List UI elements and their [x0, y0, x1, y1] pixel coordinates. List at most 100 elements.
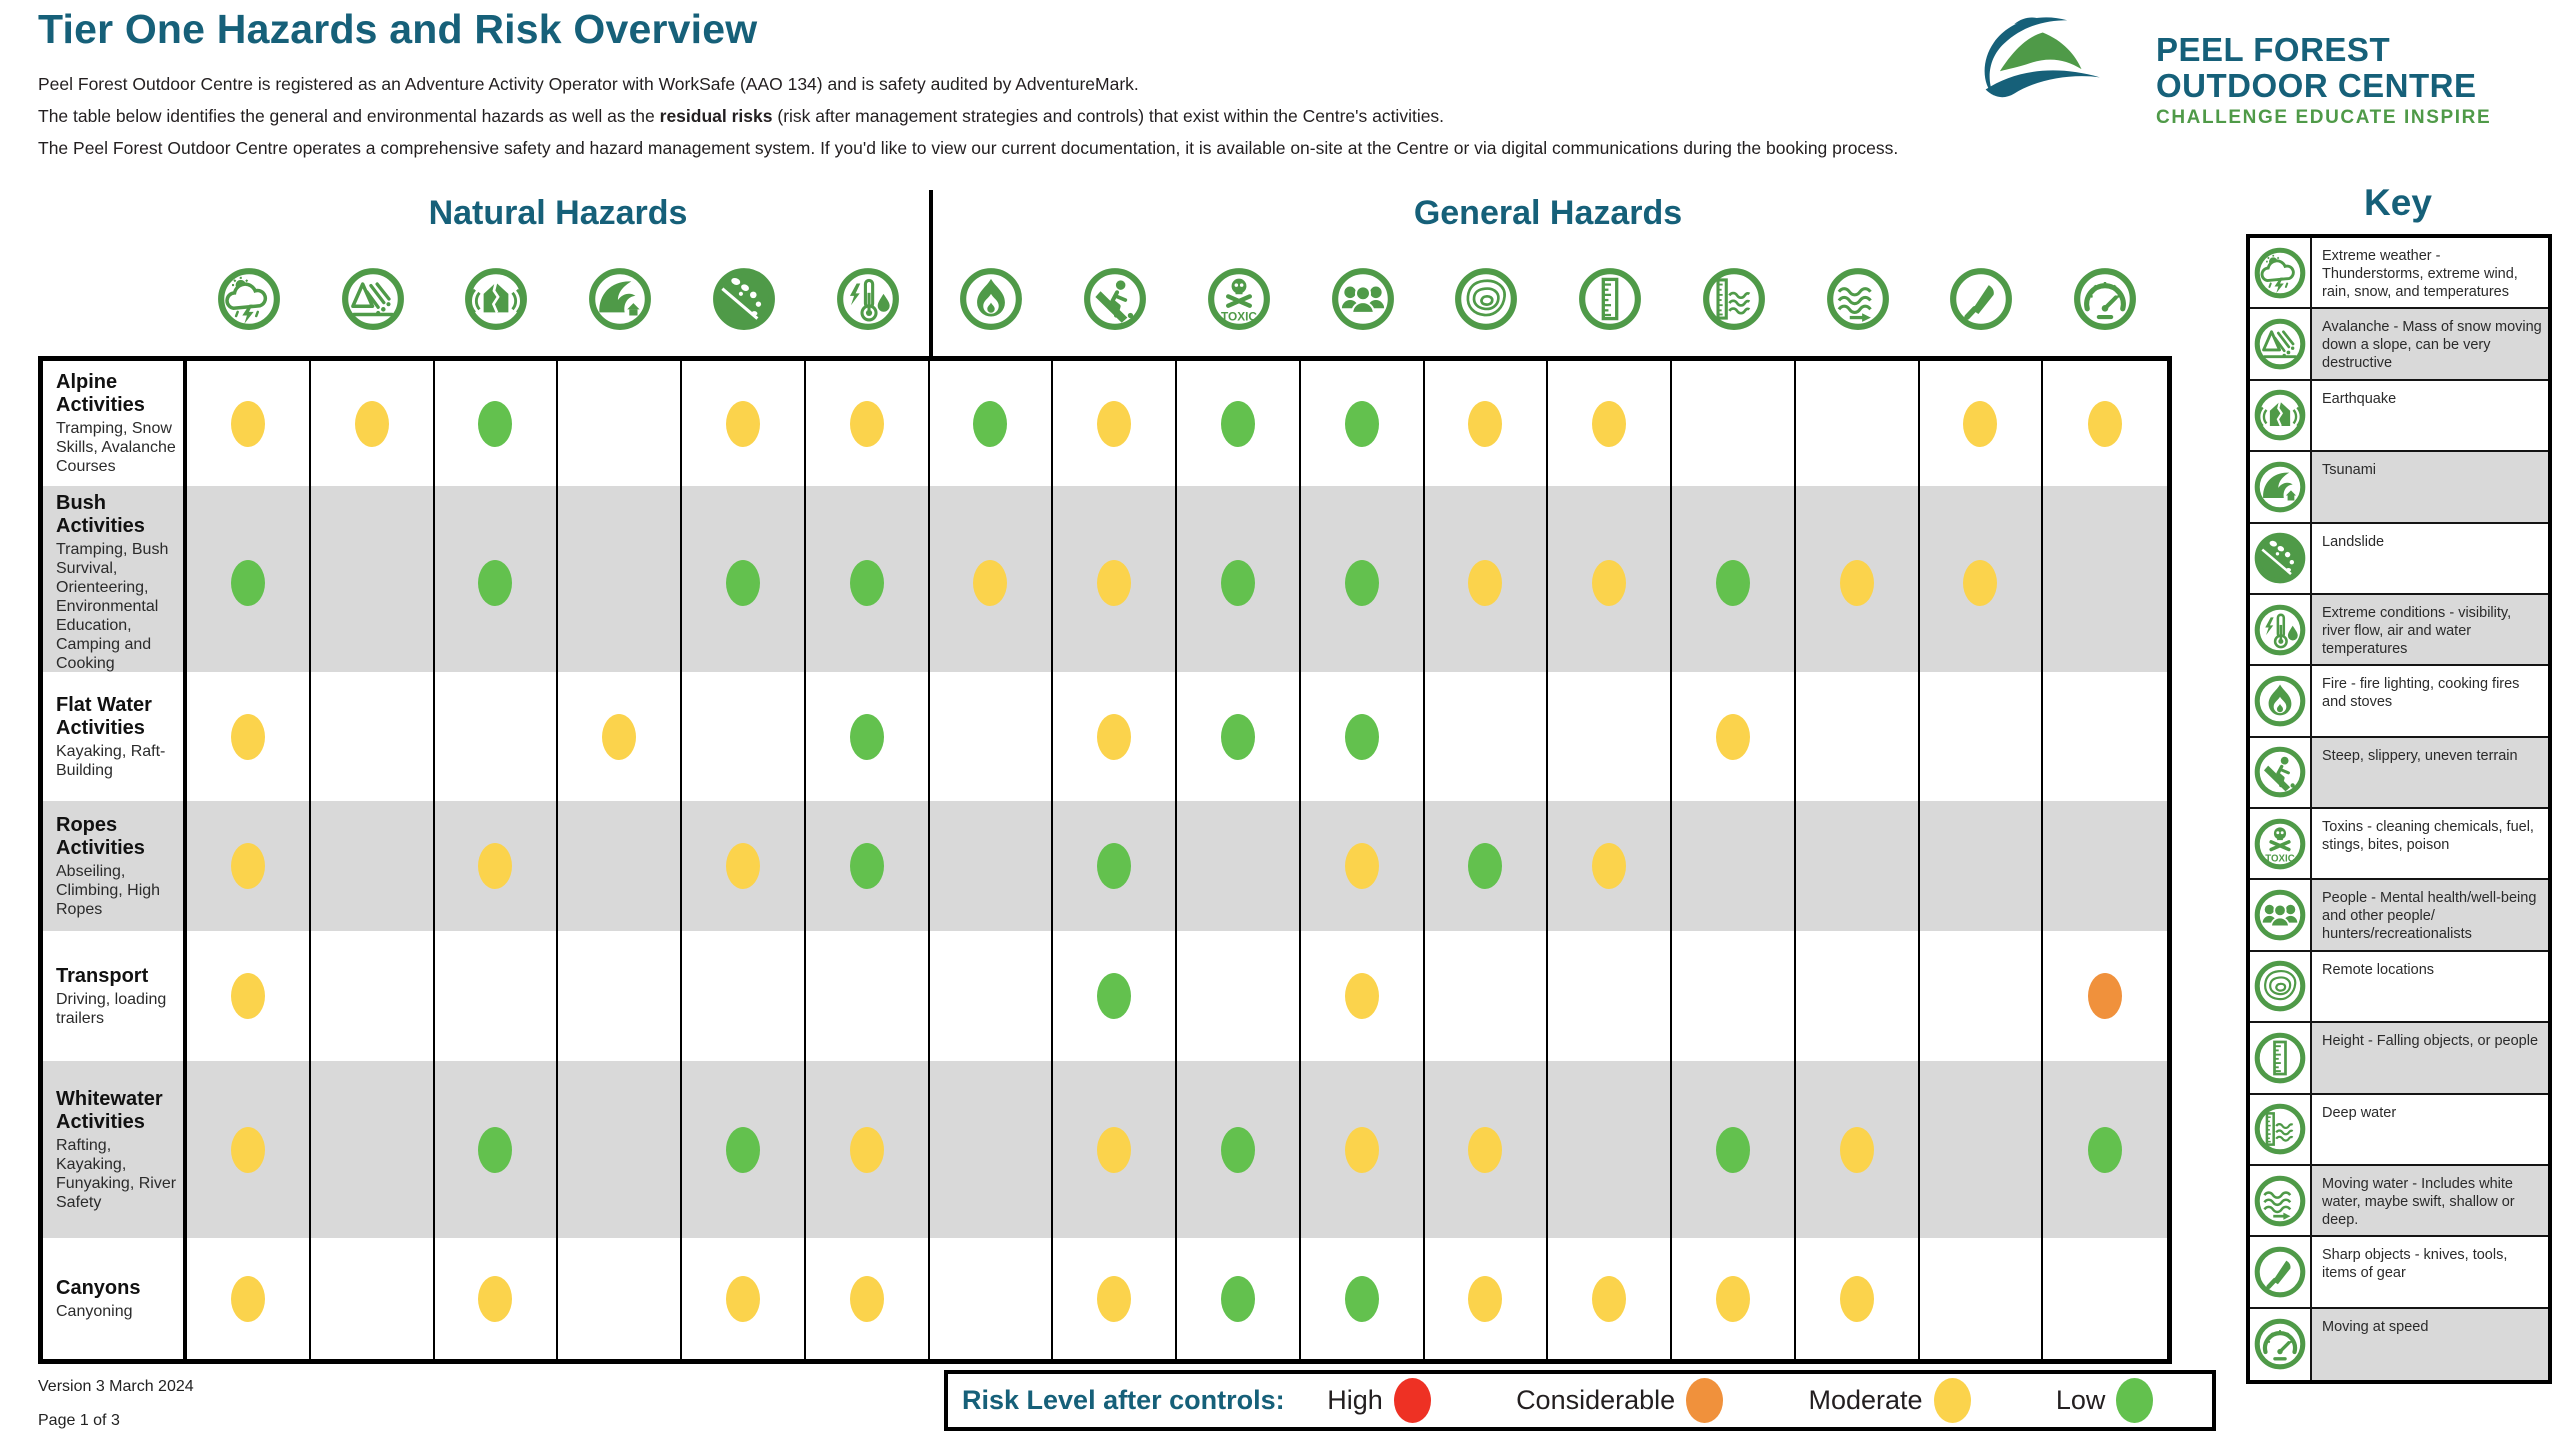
page-number: Page 1 of 3: [38, 1412, 120, 1429]
key-label: Height - Falling objects, or people: [2312, 1023, 2548, 1093]
table-row: Whitewater Activities Rafting, Kayaking, …: [43, 1061, 2167, 1238]
risk-cell: [1672, 672, 1796, 801]
risk-dot-moderate: [602, 713, 637, 760]
key-label: Earthquake: [2322, 390, 2397, 407]
key-row: Deep water: [2250, 1094, 2548, 1166]
risk-dot-low: [1468, 843, 1503, 889]
risk-cell: [930, 361, 1054, 486]
general-hazards-header: General Hazards: [1413, 194, 1683, 232]
risk-dot-moderate: [478, 843, 513, 889]
activity-title: Ropes Activities: [56, 813, 145, 859]
risk-cell: [435, 672, 559, 801]
risk-cell: [1301, 801, 1425, 931]
avalanche-icon: [311, 260, 435, 338]
risk-cell: [311, 931, 435, 1061]
key-label: Extreme weather - Thunderstorms, extreme…: [2322, 248, 2518, 300]
activity-title: Canyons: [56, 1276, 141, 1299]
risk-cell: [1053, 672, 1177, 801]
key-row: TOXIC Toxins - cleaning chemicals, fuel, …: [2250, 809, 2548, 881]
risk-dot-moderate: [849, 400, 884, 447]
moving-water-icon: [1796, 260, 1920, 338]
height-icon: [2250, 1023, 2312, 1093]
activity-subtitle: Abseiling, Climbing, High Ropes: [56, 862, 161, 918]
risk-cell: [1053, 361, 1177, 486]
risk-cell: [1920, 672, 2044, 801]
key-row: Earthquake: [2250, 380, 2548, 453]
legend-name: Considerable: [1516, 1385, 1676, 1415]
key-label: Avalanche - Mass of snow moving down a s…: [2312, 309, 2548, 379]
table-row: Bush Activities Tramping, Bush Survival, …: [43, 486, 2167, 679]
risk-dot-moderate: [230, 973, 265, 1019]
risk-cell: [806, 801, 930, 931]
key-label: Sharp objects - knives, tools, items of …: [2322, 1247, 2508, 1282]
risk-dot-low: [1220, 1126, 1255, 1173]
risk-cell: [1177, 801, 1301, 931]
risk-cell: [1796, 361, 1920, 486]
risk-dot-low: [1220, 1275, 1255, 1322]
risk-cell: [1177, 1238, 1301, 1359]
risk-cell: [558, 361, 682, 486]
risk-cell: [1548, 1061, 1672, 1238]
key-label: People - Mental health/well-being and ot…: [2312, 880, 2548, 950]
risk-cell: [806, 672, 930, 801]
risk-cell: [187, 931, 311, 1061]
sharp-objects-icon: [2250, 1237, 2312, 1307]
risk-cell: [1548, 672, 1672, 801]
risk-dot-moderate: [1097, 400, 1132, 447]
risk-legend-label: Risk Level after controls:: [962, 1385, 1285, 1415]
key-label: Remote locations: [2322, 961, 2435, 978]
risk-cell: [930, 486, 1054, 679]
risk-dot-low: [478, 400, 513, 447]
risk-cell: [311, 361, 435, 486]
steep-slippery-icon: [2250, 737, 2312, 807]
key-row: Tsunami: [2250, 452, 2548, 524]
legend-item-moderate: Moderate: [1808, 1378, 1971, 1423]
risk-dot-moderate: [1592, 843, 1627, 889]
risk-cell: [1425, 361, 1549, 486]
risk-dot-moderate: [1468, 400, 1503, 447]
risk-cell: [435, 361, 559, 486]
risk-cell: [930, 931, 1054, 1061]
risk-dot-moderate: [1592, 559, 1627, 606]
risk-cell: [2043, 486, 2167, 679]
earthquake-icon: [435, 260, 559, 338]
risk-table-body: Alpine Activities Tramping, Snow Skills, …: [38, 356, 2172, 1364]
key-row: Extreme weather - Thunderstorms, extreme…: [2250, 238, 2548, 310]
key-label: Fire - fire lighting, cooking fires and …: [2322, 676, 2520, 711]
legend-item-low: Low: [2056, 1378, 2154, 1423]
key-row: Landslide: [2250, 523, 2548, 595]
toxins-icon: TOXIC: [1177, 260, 1301, 338]
risk-dot-moderate: [230, 713, 265, 760]
risk-dot-moderate: [1839, 1275, 1874, 1322]
risk-dot-moderate: [2088, 400, 2123, 447]
activity-title: Alpine Activities: [56, 371, 145, 416]
row-header: Whitewater Activities Rafting, Kayaking, …: [43, 1061, 187, 1238]
risk-cell: [682, 801, 806, 931]
risk-dot-low: [1344, 400, 1379, 447]
risk-cell: [558, 672, 682, 801]
risk-cell: [930, 1238, 1054, 1359]
risk-cell: [187, 1061, 311, 1238]
risk-cell: [2043, 361, 2167, 486]
risk-dot-moderate: [725, 1275, 760, 1322]
key-label: Steep, slippery, uneven terrain: [2312, 737, 2548, 807]
legend-item-considerable: Considerable: [1516, 1378, 1724, 1423]
risk-cell: [1672, 361, 1796, 486]
intro-paragraph-1: Peel Forest Outdoor Centre is registered…: [38, 74, 1139, 94]
risk-cell: [1425, 486, 1549, 679]
risk-cell: [1053, 1061, 1177, 1238]
risk-cell: [1053, 1238, 1177, 1359]
risk-cell: [558, 486, 682, 679]
risk-cell: [435, 931, 559, 1061]
legend-dot-considerable: [1686, 1378, 1724, 1423]
risk-dot-moderate: [1963, 400, 1998, 447]
legend-dot-high: [1393, 1378, 1431, 1423]
key-row: Steep, slippery, uneven terrain: [2250, 737, 2548, 809]
risk-dot-low: [849, 843, 884, 889]
risk-cell: [2043, 672, 2167, 801]
tsunami-icon: [558, 260, 682, 338]
risk-cell: [1177, 486, 1301, 679]
risk-dot-moderate: [1715, 1275, 1750, 1322]
hazard-icon-row: TOXIC: [43, 260, 2167, 338]
risk-dot-moderate: [1592, 1275, 1627, 1322]
